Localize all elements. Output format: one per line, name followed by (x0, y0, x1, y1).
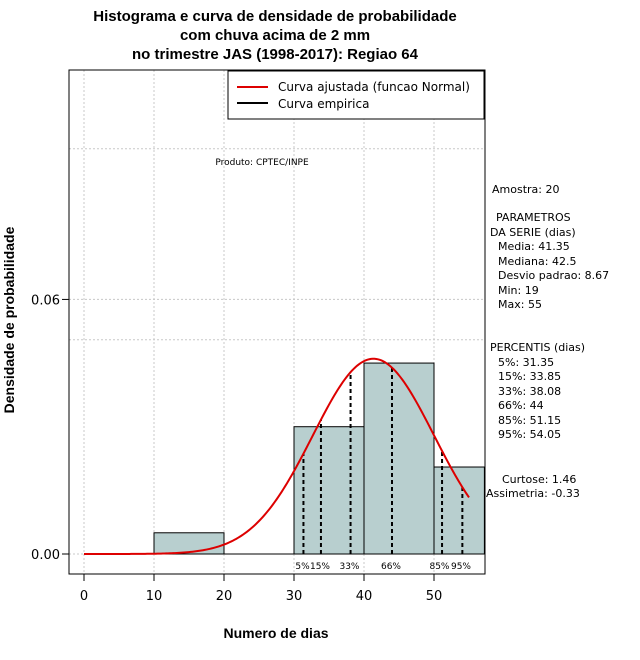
param-sd: Desvio padrao: 8.67 (498, 269, 609, 282)
percentile-label-15: 15% (310, 562, 330, 572)
param-min: Min: 19 (498, 284, 539, 297)
x-tick-label-10: 10 (146, 589, 163, 604)
normal-curve-layer (84, 357, 470, 555)
grid-layer (69, 70, 485, 574)
percentil-05: 5%: 31.35 (498, 356, 554, 369)
x-tick-label-20: 20 (216, 589, 233, 604)
legend: Curva ajustada (funcao Normal) Curva emp… (227, 70, 485, 120)
axes-layer: 0 10 20 30 40 50 0.00 0.06 (31, 293, 442, 604)
skewness: Assimetria: -0.33 (486, 487, 580, 500)
x-tick-label-40: 40 (356, 589, 373, 604)
y-tick-label-0: 0.00 (31, 548, 60, 563)
x-tick-label-50: 50 (426, 589, 443, 604)
param-median: Mediana: 42.5 (498, 255, 576, 268)
percentile-label-95: 95% (451, 562, 471, 572)
percentile-label-33: 33% (339, 562, 359, 572)
x-axis-label: Numero de dias (223, 625, 328, 641)
percentil-66: 66%: 44 (498, 399, 544, 412)
chart-title-line-1: Histograma e curva de densidade de proba… (93, 8, 456, 25)
kurtosis: Curtose: 1.46 (502, 473, 576, 486)
y-tick-label-1: 0.06 (31, 293, 60, 308)
chart-title-line-3: no trimestre JAS (1998-2017): Regiao 64 (132, 46, 419, 63)
y-axis-label: Densidade de probabilidade (1, 226, 17, 413)
histogram-bar-3 (363, 362, 435, 555)
percentil-33: 33%: 38.08 (498, 385, 561, 398)
percentil-95: 95%: 54.05 (498, 428, 561, 441)
legend-label-empirical: Curva empirica (278, 97, 369, 111)
percentile-lines: 5% 15% 33% 66% 85% 95% (295, 367, 471, 572)
histogram-bar-0 (153, 532, 225, 555)
legend-label-fitted: Curva ajustada (funcao Normal) (278, 80, 470, 94)
percentile-label-66: 66% (381, 562, 401, 572)
normal-curve (84, 357, 470, 555)
legend-box (227, 70, 485, 120)
chart-title-line-2: com chuva acima de 2 mm (180, 27, 370, 44)
param-mean: Media: 41.35 (498, 240, 570, 253)
histogram-bars (153, 362, 485, 555)
params-title-2: DA SERIE (dias) (490, 226, 576, 239)
histogram-bar-2 (293, 426, 365, 555)
percentile-label-5: 5% (295, 562, 310, 572)
param-max: Max: 55 (498, 298, 542, 311)
percentile-label-85: 85% (429, 562, 449, 572)
stats-panel: Amostra: 20 PARAMETROS DA SERIE (dias) M… (486, 183, 609, 500)
x-tick-label-30: 30 (286, 589, 303, 604)
percentil-85: 85%: 51.15 (498, 414, 561, 427)
x-tick-label-0: 0 (80, 589, 88, 604)
sample-size: Amostra: 20 (492, 183, 559, 196)
params-title-1: PARAMETROS (496, 211, 571, 224)
product-label: Produto: CPTEC/INPE (215, 158, 309, 168)
percentis-title: PERCENTIS (dias) (490, 341, 585, 354)
percentil-15: 15%: 33.85 (498, 370, 561, 383)
